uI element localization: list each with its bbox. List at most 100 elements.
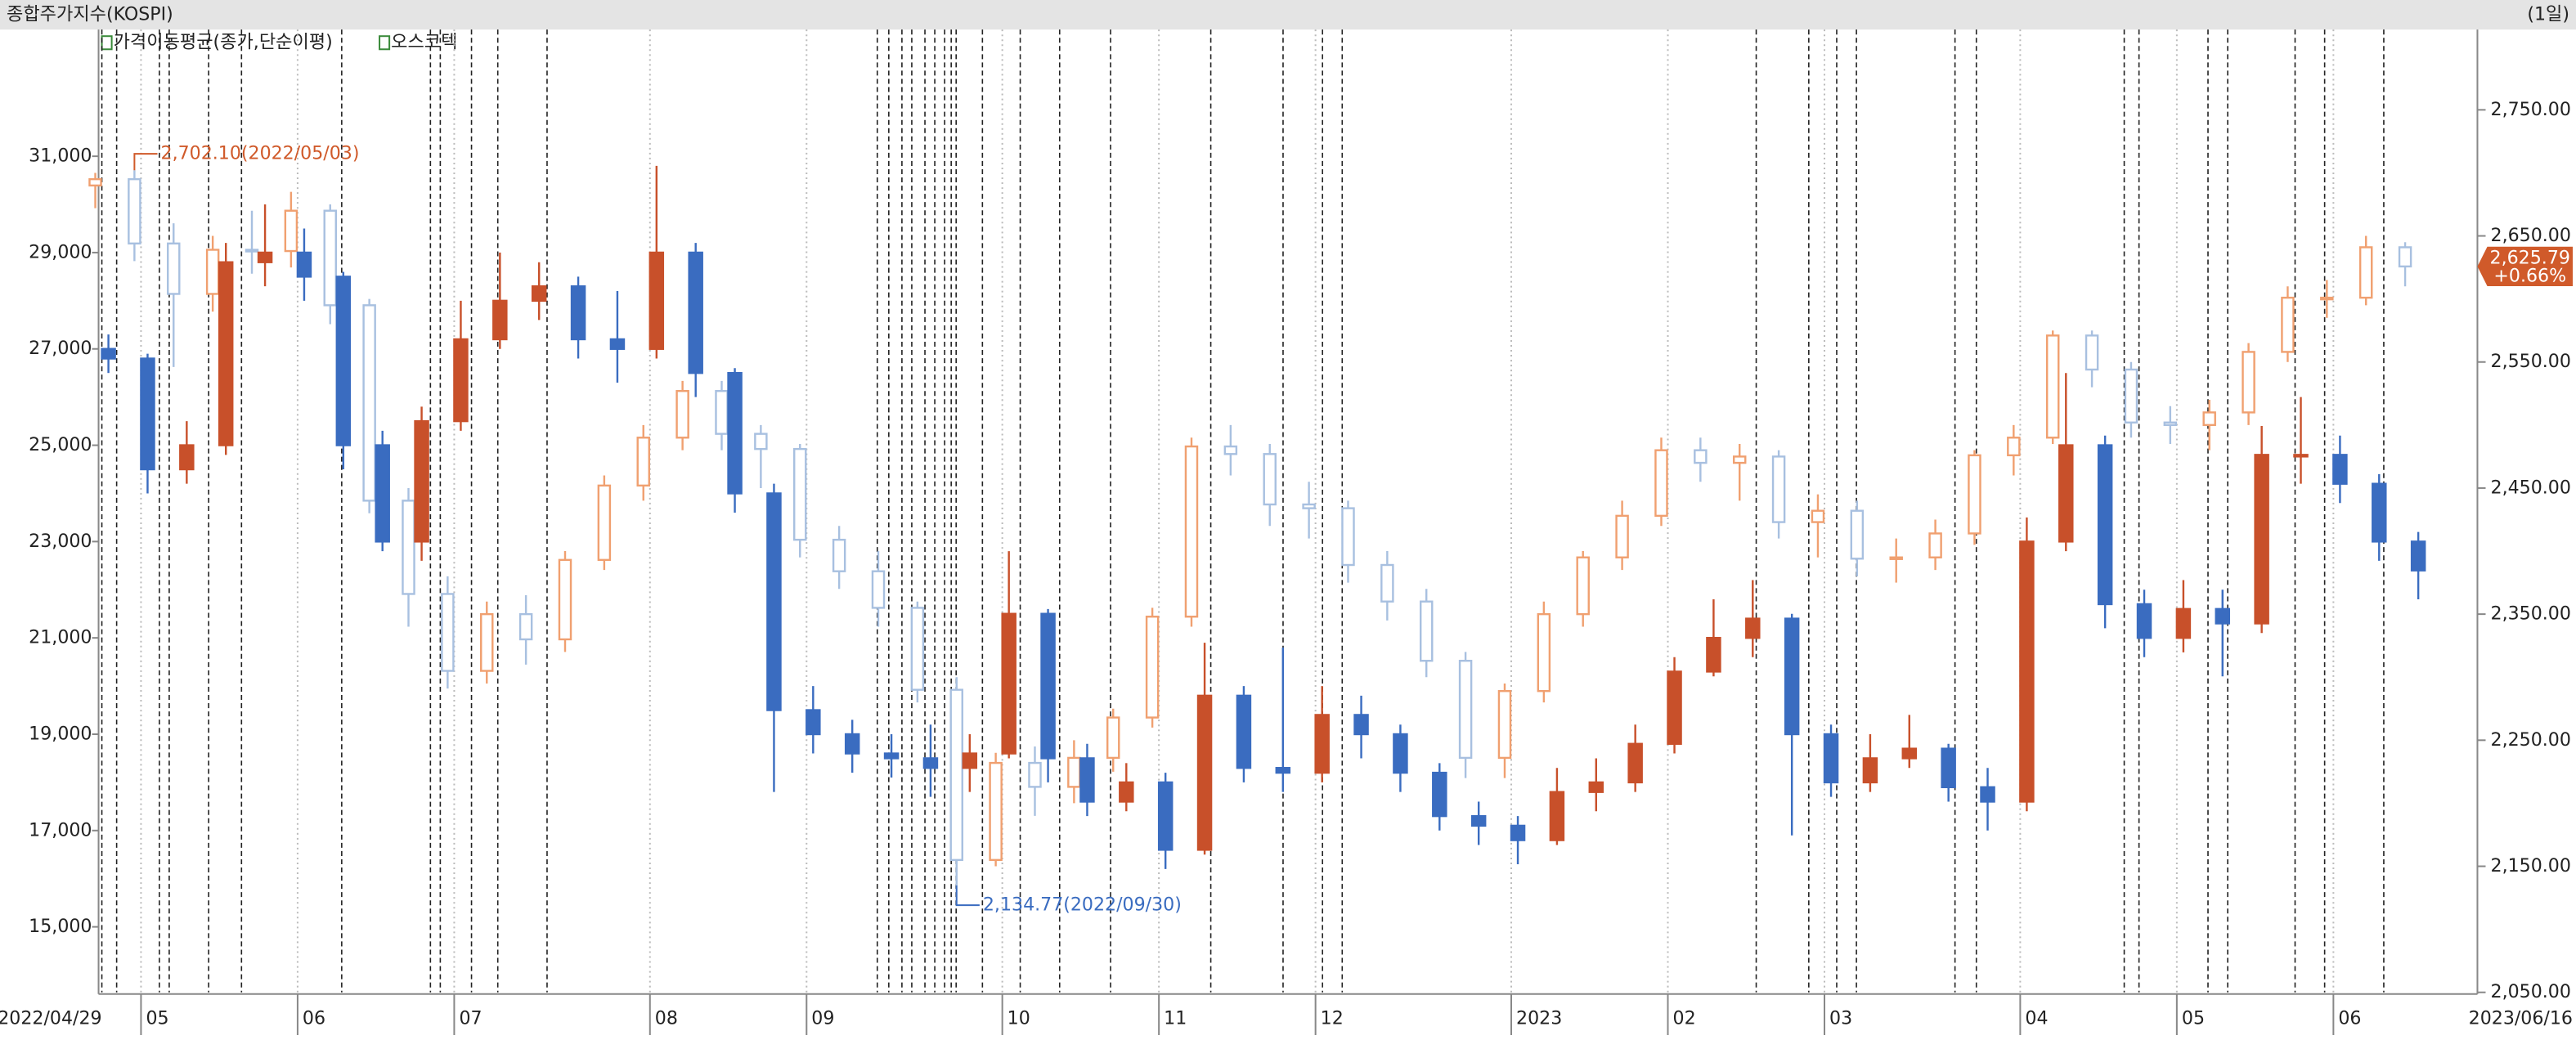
candle-body	[1823, 733, 1839, 784]
y2-tick-label: 2,150.00	[2491, 855, 2571, 876]
candle-body	[922, 757, 939, 769]
y2-tick-label: 2,550.00	[2491, 351, 2571, 372]
candle-body	[518, 612, 533, 641]
legend-icon	[379, 35, 391, 51]
candle-body	[1079, 757, 1095, 803]
candle-body	[1353, 714, 1369, 736]
y2-tick-label: 2,750.00	[2491, 99, 2571, 120]
candle-body	[362, 304, 376, 502]
candle-body	[218, 261, 234, 446]
candle-body	[2410, 540, 2426, 572]
candle-body	[1537, 612, 1551, 693]
x-tick-label: 12	[1321, 1007, 1344, 1029]
candle-body	[2281, 296, 2295, 353]
legend-indicator: 가격이동평균(종가,단순이평)	[114, 32, 333, 53]
candle-body	[1314, 714, 1330, 774]
x-tick-label: 03	[1829, 1007, 1852, 1029]
candle-body	[1040, 612, 1056, 760]
candle-body	[2058, 444, 2074, 543]
annotation-leader	[133, 153, 158, 171]
candle-body	[1001, 612, 1016, 755]
candle-body	[558, 558, 572, 641]
x-tick-label: 08	[655, 1007, 678, 1029]
candle-body	[1196, 694, 1213, 851]
candle-body	[284, 209, 298, 253]
candle-body	[2007, 437, 2021, 457]
x-tick-label: 05	[2182, 1007, 2205, 1029]
candle-body	[257, 251, 273, 263]
last-price: 2,625.79	[2490, 247, 2570, 268]
candle-body	[1275, 767, 1291, 774]
candle-body	[531, 285, 547, 303]
candle-body	[675, 390, 689, 439]
candle-body	[1302, 503, 1316, 509]
x-tick-label: 07	[459, 1007, 482, 1029]
candle-body	[2254, 454, 2269, 625]
candle-body	[1510, 824, 1526, 841]
candle-body	[2215, 607, 2231, 625]
candle-body	[1497, 689, 1512, 760]
candle-body	[2136, 603, 2152, 639]
candle-body	[2019, 540, 2035, 803]
candle-body	[1968, 454, 1981, 535]
candle-body	[570, 285, 586, 341]
y2-tick-label: 2,050.00	[2491, 981, 2571, 1002]
legend-series: 오스코텍	[391, 32, 457, 53]
candle-body	[2202, 411, 2216, 427]
candle-body	[1654, 449, 1668, 518]
candle-body	[1106, 716, 1120, 760]
candle-body	[2372, 482, 2387, 543]
y-tick-label: 15,000	[29, 916, 92, 937]
candle-body	[1263, 453, 1277, 506]
candle-body	[989, 761, 1003, 862]
candle-body	[715, 390, 729, 435]
candle-body	[1928, 532, 1942, 558]
candle-body	[2320, 296, 2334, 301]
candle-body	[205, 249, 220, 295]
candle-body	[1236, 694, 1252, 769]
candle-body	[480, 612, 494, 672]
candle-body	[375, 444, 390, 543]
candle-body	[2398, 246, 2412, 268]
y-tick-label: 27,000	[29, 338, 92, 359]
candle-body	[793, 447, 807, 541]
candle-body	[648, 251, 665, 350]
candle-body	[832, 538, 846, 572]
x-tick-label: 02	[1673, 1007, 1696, 1029]
candle-body	[335, 276, 352, 446]
candle-body	[727, 371, 743, 495]
candle-body	[1419, 600, 1434, 662]
x-tick-label: 06	[303, 1007, 325, 1029]
candle-body	[1901, 747, 1918, 760]
x-tick-label: 2023	[1516, 1007, 1562, 1029]
candle-body	[1627, 742, 1643, 784]
candle-body	[597, 484, 612, 562]
y-tick-label: 23,000	[29, 531, 92, 552]
candle-body	[1432, 771, 1447, 818]
x-tick-label: 10	[1008, 1007, 1030, 1029]
candle-body	[1223, 445, 1238, 455]
candle-body	[1157, 781, 1174, 851]
last-change: +0.66%	[2493, 265, 2566, 286]
annotation-leader	[955, 885, 980, 907]
candle-body	[1980, 786, 1995, 803]
candle-body	[609, 338, 626, 350]
y2-tick-label: 2,350.00	[2491, 603, 2571, 625]
candle-body	[1811, 509, 1825, 523]
candle-body	[2293, 454, 2309, 458]
candle-body	[1862, 757, 1878, 784]
candle-body	[806, 709, 821, 736]
candle-body	[1667, 670, 1682, 745]
candle-body	[2175, 607, 2192, 639]
y2-tick-label: 2,250.00	[2491, 729, 2571, 751]
candle-body	[1470, 814, 1487, 827]
last-price-box	[2477, 246, 2573, 286]
y-tick-label: 29,000	[29, 241, 92, 262]
candle-body	[1184, 445, 1199, 618]
x-tick-label: 04	[2025, 1007, 2048, 1029]
candle-body	[2097, 444, 2113, 606]
y2-tick-label: 2,450.00	[2491, 477, 2571, 498]
candle-body	[766, 492, 782, 711]
candle-body	[1588, 781, 1604, 793]
